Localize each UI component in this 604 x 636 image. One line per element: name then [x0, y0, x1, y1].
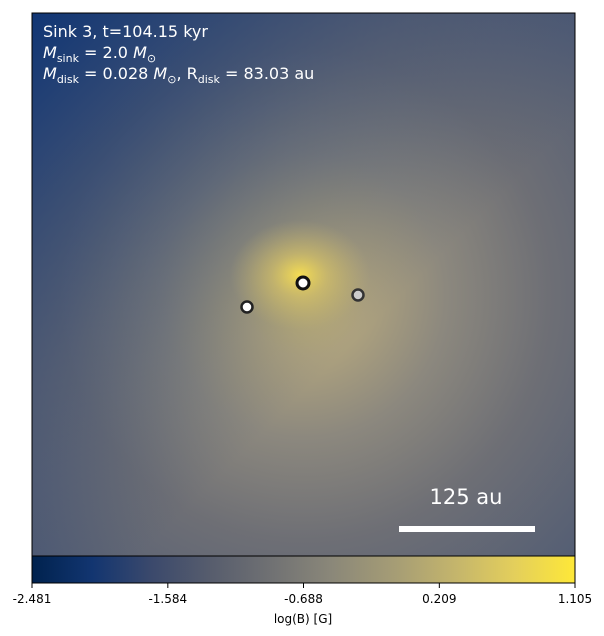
text-part: Sink 3, t=104.15 kyr [43, 22, 208, 41]
subscript: disk [57, 73, 80, 86]
sink [295, 275, 311, 291]
colorbar-tick-label: -0.688 [284, 592, 323, 606]
subscript: sink [57, 52, 80, 65]
colorbar-tick-label: -2.481 [13, 592, 52, 606]
text-part: = 83.03 au [220, 64, 314, 83]
sink [240, 300, 254, 314]
text-part: = 0.028 [79, 64, 153, 83]
scale-bar [399, 526, 535, 532]
colorbar-tick-label: 1.105 [558, 592, 592, 606]
colorbar-label: log(B) [G] [274, 612, 332, 626]
text-part: M [153, 64, 167, 83]
subscript: ⊙ [147, 52, 156, 65]
text-part: , R [176, 64, 197, 83]
sinks [240, 275, 365, 314]
info-line: Msink = 2.0 M⊙ [43, 43, 156, 65]
info-line: Mdisk = 0.028 M⊙, Rdisk = 83.03 au [43, 64, 314, 86]
field-core [230, 220, 370, 330]
text-part: M [43, 43, 57, 62]
text-part: = 2.0 [79, 43, 133, 62]
colorbar-tick-label: -1.584 [148, 592, 187, 606]
colorbar-tick-label: 0.209 [422, 592, 456, 606]
text-part: M [133, 43, 147, 62]
subscript: disk [198, 73, 221, 86]
text-part: M [43, 64, 57, 83]
sink [351, 288, 365, 302]
info-line: Sink 3, t=104.15 kyr [43, 22, 208, 41]
colorbar [31, 555, 576, 584]
subscript: ⊙ [167, 73, 176, 86]
scale-bar-label: 125 au [430, 485, 503, 509]
